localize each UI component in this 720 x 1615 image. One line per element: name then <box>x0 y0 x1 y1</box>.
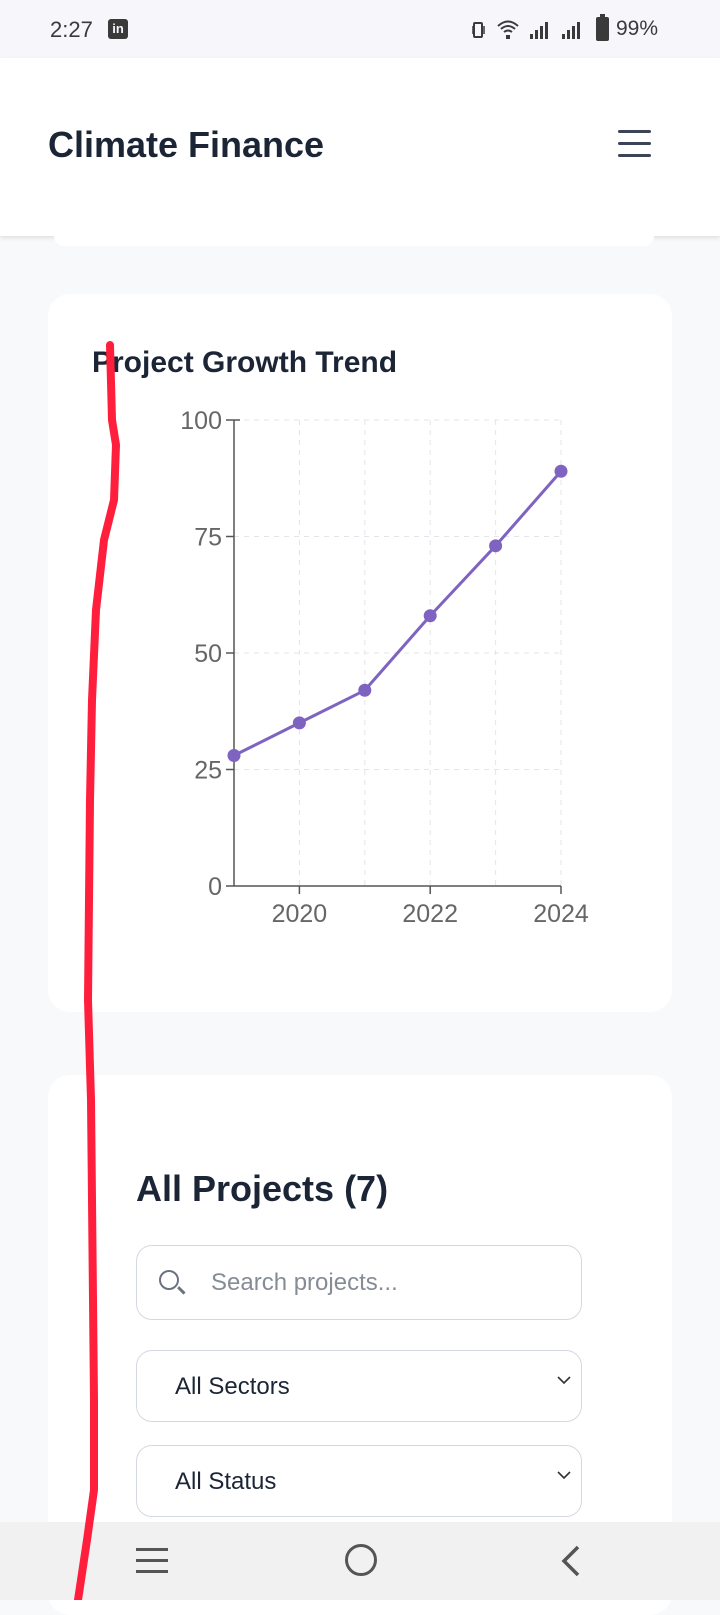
home-icon[interactable] <box>345 1544 377 1576</box>
status-time: 2:27 <box>50 17 93 42</box>
x-tick-label: 2024 <box>533 900 589 928</box>
app-header: Climate Finance <box>0 58 720 236</box>
linkedin-icon: in <box>108 19 128 39</box>
y-tick-label: 25 <box>194 757 222 785</box>
data-point <box>489 539 503 553</box>
battery-icon <box>596 14 609 41</box>
data-point <box>358 683 372 697</box>
status-bar: 2:27 in 99% <box>0 0 720 58</box>
sector-select-value: All Sectors <box>175 1373 290 1400</box>
data-point <box>292 716 306 730</box>
projects-title: All Projects (7) <box>136 1168 389 1209</box>
previous-card-edge <box>54 236 654 246</box>
sector-select[interactable]: All Sectors <box>136 1350 582 1422</box>
x-tick-label: 2022 <box>402 900 458 928</box>
search-placeholder: Search projects... <box>211 1269 398 1296</box>
recent-apps-icon[interactable] <box>136 1548 170 1574</box>
chevron-down-icon <box>557 1376 571 1385</box>
data-point <box>423 609 437 623</box>
x-tick-label: 2020 <box>272 900 328 928</box>
app-title: Climate Finance <box>48 124 325 165</box>
back-icon[interactable] <box>558 1544 582 1578</box>
y-tick-label: 100 <box>180 407 222 435</box>
status-select[interactable]: All Status <box>136 1445 582 1517</box>
y-tick-label: 75 <box>194 524 222 552</box>
series-line <box>233 470 563 757</box>
growth-line-chart: 0 25 50 75 100 2020 2022 2024 <box>180 407 589 928</box>
chevron-down-icon <box>557 1471 571 1480</box>
system-nav-bar <box>0 1522 720 1600</box>
data-point <box>227 749 241 763</box>
chart-title: Project Growth Trend <box>92 346 398 379</box>
search-input[interactable]: Search projects... <box>136 1245 582 1320</box>
battery-percent: 99% <box>616 17 659 40</box>
growth-chart-card: 0 25 50 75 100 2020 2022 2024 Project Growth Tr… <box>48 294 672 1012</box>
hamburger-icon[interactable] <box>618 128 654 160</box>
y-tick-label: 0 <box>208 873 222 901</box>
status-select-value: All Status <box>175 1468 277 1495</box>
search-icon <box>159 1270 179 1290</box>
data-point <box>554 464 568 478</box>
y-tick-label: 50 <box>194 640 222 668</box>
signal-wifi-vibrate-icons <box>472 20 580 39</box>
